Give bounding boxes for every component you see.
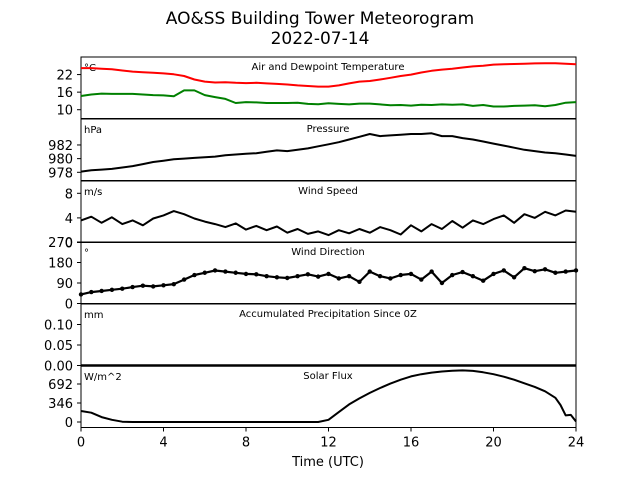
panel-4: 0.00 0.05 0.10 mm Accumulated Precipitation … xyxy=(44,303,577,375)
y-tick-label: 10 xyxy=(56,104,73,119)
unit-label: mm xyxy=(84,310,103,321)
y-tick-label: 0.10 xyxy=(44,319,73,334)
panel-title: Accumulated Precipitation Since 0Z xyxy=(239,309,417,320)
chart-subtitle: 2022-07-14 xyxy=(271,29,370,49)
series-line xyxy=(80,267,577,296)
x-tick-label: 16 xyxy=(403,436,420,451)
unit-label: W/m^2 xyxy=(84,372,122,383)
y-tick-label: 0.00 xyxy=(44,360,73,375)
x-tick-label: 8 xyxy=(242,436,250,451)
x-tick-label: 20 xyxy=(485,436,502,451)
unit-label: ° xyxy=(84,248,89,259)
panel-title: Air and Dewpoint Temperature xyxy=(252,62,405,73)
y-tick-label: 270 xyxy=(48,236,73,251)
series-line xyxy=(80,369,577,423)
y-tick-label: 90 xyxy=(56,277,73,292)
x-axis-label: Time (UTC) xyxy=(291,455,364,470)
y-tick-label: 4 xyxy=(65,212,73,227)
unit-label: m/s xyxy=(84,187,102,198)
y-tick-label: 0.05 xyxy=(44,339,73,354)
panel-2: 0 4 8 m/s Wind Speed xyxy=(65,180,577,252)
series-line xyxy=(80,89,577,108)
x-tick-label: 0 xyxy=(77,436,85,451)
y-tick-label: 22 xyxy=(56,69,73,84)
y-tick-label: 978 xyxy=(48,166,73,181)
panel-5: 0 346 692 W/m^2 Solar Flux xyxy=(48,365,577,431)
unit-label: hPa xyxy=(84,125,102,136)
chart-title: AO&SS Building Tower Meteorogram xyxy=(166,9,474,29)
y-tick-label: 0 xyxy=(65,416,73,431)
panel-title: Solar Flux xyxy=(303,371,353,382)
panel-3: 0 90 180 270 ° Wind Direction xyxy=(48,236,579,313)
y-tick-label: 0 xyxy=(65,298,73,313)
series-line xyxy=(81,62,577,88)
y-tick-label: 16 xyxy=(56,86,73,101)
series-line xyxy=(80,132,577,173)
x-tick-label: 4 xyxy=(159,436,167,451)
x-tick-label: 12 xyxy=(320,436,337,451)
y-tick-label: 8 xyxy=(65,187,73,202)
y-tick-label: 0 xyxy=(65,237,73,252)
series-line xyxy=(80,209,577,237)
y-tick-label: 692 xyxy=(48,378,73,393)
series-0 xyxy=(78,265,579,297)
x-axis: 0 4 8 12 16 20 24 xyxy=(77,427,585,451)
y-tick-label: 982 xyxy=(48,139,73,154)
y-tick-label: 980 xyxy=(48,153,73,168)
y-tick-label: 346 xyxy=(48,397,73,412)
y-tick-label: 180 xyxy=(48,257,73,272)
panel-title: Pressure xyxy=(307,124,350,135)
panel-title: Wind Speed xyxy=(298,186,358,197)
x-tick-label: 24 xyxy=(568,436,585,451)
panel-title: Wind Direction xyxy=(291,247,365,258)
